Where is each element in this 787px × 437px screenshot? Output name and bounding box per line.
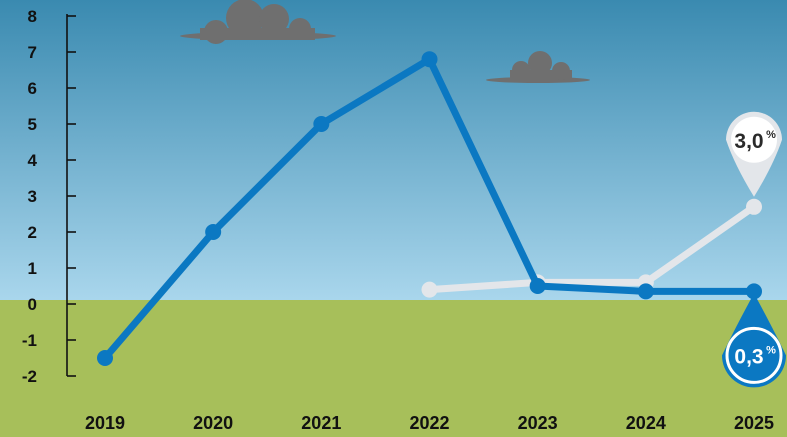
y-tick-label: 8	[28, 7, 37, 26]
x-axis-ticks: 2019 2020 2021 2022 2023 2024 2025	[85, 413, 774, 433]
x-tick-label: 2019	[85, 413, 125, 433]
callout-drop-face	[725, 326, 783, 384]
x-tick-label: 2022	[409, 413, 449, 433]
series-1-line	[426, 203, 758, 294]
y-tick-label: 1	[28, 259, 37, 278]
series-0-point	[746, 283, 762, 300]
x-tick-label: 2023	[518, 413, 558, 433]
series-0-point	[205, 224, 222, 240]
series-0-point	[529, 278, 546, 294]
ground-background	[0, 300, 787, 390]
callouts-group: 3,0 %0,3%	[722, 111, 786, 388]
y-tick-label: 7	[28, 43, 37, 62]
x-tick-label: 2024	[626, 413, 666, 433]
series-0-point	[637, 283, 654, 300]
sky-background	[0, 0, 787, 300]
x-tick-label: 2025	[734, 413, 774, 433]
y-tick-label: 0	[28, 295, 37, 314]
x-tick-label: 2021	[301, 413, 341, 433]
x-tick-label: 2020	[193, 413, 233, 433]
series-group	[97, 51, 762, 366]
callout-pin-face	[731, 116, 777, 163]
y-tick-label: 5	[28, 115, 37, 134]
callout-1: 0,3%	[722, 293, 786, 388]
y-tick-label: -2	[22, 367, 37, 386]
series-0-point	[313, 116, 330, 132]
series-1-point	[421, 281, 438, 298]
y-tick-label: 3	[28, 187, 37, 206]
y-tick-label: -1	[22, 331, 37, 350]
callout-0: 3,0%	[726, 111, 782, 197]
series-1-point	[746, 198, 762, 215]
callout-value: 0,3	[734, 345, 763, 368]
y-tick-label: 4	[28, 151, 38, 170]
y-tick-label: 6	[28, 79, 37, 98]
callout-unit: %	[766, 129, 776, 141]
series-0-point	[421, 51, 438, 68]
cloud-large-icon	[180, 0, 336, 44]
x-axis-band	[0, 390, 787, 437]
cloud-small-icon	[486, 51, 590, 83]
series-0-point	[97, 350, 113, 366]
y-tick-label: 2	[28, 223, 37, 242]
y-axis-ticks: 8 7 6 5 4 3 2 1 0 -1 -2	[22, 7, 76, 386]
callout-value: 3,0	[734, 130, 763, 153]
callout-unit: %	[766, 344, 776, 356]
